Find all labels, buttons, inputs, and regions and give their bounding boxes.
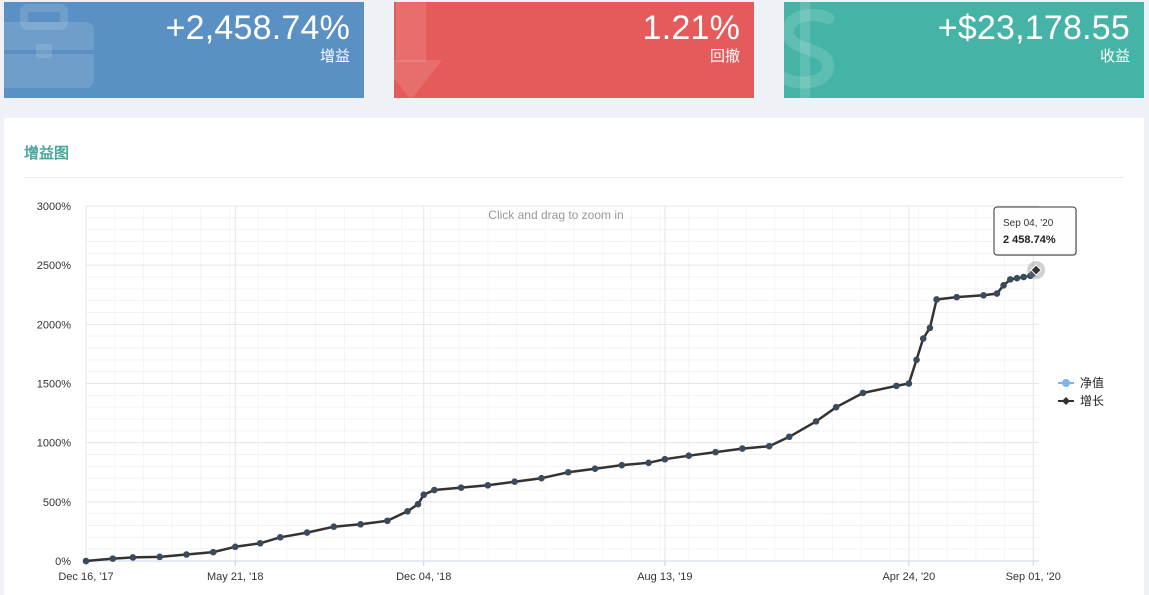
data-point[interactable] [109,555,117,562]
tooltip: Sep 04, '20 2 458.74% [993,206,1077,256]
data-point[interactable] [645,459,652,467]
profit-label: 收益 [1099,48,1130,65]
y-tick-label: 500% [43,497,71,509]
hovered-data-point[interactable] [1030,264,1042,276]
data-point[interactable] [384,517,391,525]
profit-card: +$23,178.55 收益 [784,2,1144,98]
data-point[interactable] [905,380,913,387]
data-point[interactable] [785,433,793,441]
x-tick-label: Dec 04, '18 [396,571,451,583]
data-point[interactable] [256,539,264,547]
data-point[interactable] [618,461,626,469]
data-point[interactable] [1006,276,1014,283]
growth-series-line[interactable] [85,269,1038,563]
drawdown-label: 回撤 [709,48,740,65]
data-point[interactable] [231,543,239,551]
data-point[interactable] [420,491,428,499]
data-point[interactable] [893,382,900,390]
data-point[interactable] [812,418,820,425]
data-point[interactable] [209,548,217,556]
data-point[interactable] [980,292,987,299]
data-point[interactable] [765,442,773,450]
data-point[interactable] [1013,274,1021,282]
data-point[interactable] [913,356,920,364]
gain-value: +2,458.74% [165,9,350,47]
data-point[interactable] [919,335,927,342]
gain-label: 增益 [319,48,350,65]
arrow-down-icon [394,2,442,98]
legend-marker [1062,397,1070,405]
data-point[interactable] [430,486,438,494]
data-point[interactable] [739,445,746,452]
data-point[interactable] [993,290,1001,297]
legend-item[interactable]: 净值 [1058,375,1104,390]
data-point[interactable] [685,452,693,459]
x-tick-label: May 21, '18 [207,571,264,583]
x-tick-label: Sep 01, '20 [1006,571,1061,583]
data-point[interactable] [404,508,411,515]
gain-card: +2,458.74% 增益 [4,2,364,98]
data-point[interactable] [933,296,940,303]
x-tick-label: Aug 13, '19 [637,571,692,583]
data-point[interactable] [183,551,190,558]
drawdown-card: 1.21% 回撤 [394,2,754,98]
zoom-hint: Click and drag to zoom in [488,208,623,222]
panel-divider [24,177,1124,178]
data-point[interactable] [511,478,518,486]
data-point[interactable] [661,455,669,463]
data-point[interactable] [414,500,422,508]
y-tick-label: 2500% [37,260,71,272]
data-point[interactable] [303,529,311,536]
drawdown-value: 1.21% [642,9,740,47]
panel-title: 增益图 [24,145,70,162]
profit-value: +$23,178.55 [937,9,1130,47]
data-point[interactable] [276,534,284,541]
major-grid [85,205,1039,562]
data-point[interactable] [564,468,572,476]
y-tick-label: 3000% [37,201,71,213]
x-tick-label: Dec 16, '17 [58,571,113,583]
data-point[interactable] [859,389,867,397]
legend-item[interactable]: 增长 [1058,394,1104,408]
data-point[interactable] [1020,273,1027,281]
dollar-icon [784,2,835,98]
data-point[interactable] [926,324,934,332]
tooltip-value: 2 458.74% [1003,234,1056,246]
data-point[interactable] [484,481,492,489]
data-point[interactable] [330,523,338,530]
legend-label: 净值 [1080,375,1104,390]
legend-marker [1062,379,1070,387]
briefcase-icon [4,4,94,88]
data-point[interactable] [82,557,90,565]
gain-chart[interactable]: 0% 500% 1000% 1500% 2000% 2500% 3000% Dec 16, '… [4,118,1144,595]
data-point[interactable] [156,553,163,561]
data-point[interactable] [953,293,961,301]
y-tick-label: 1000% [37,438,71,450]
data-point[interactable] [832,403,840,411]
data-point[interactable] [457,484,465,491]
data-point[interactable] [712,448,719,456]
legend-label: 增长 [1080,394,1104,408]
x-tick-label: Apr 24, '20 [882,571,935,583]
axes: 0% 500% 1000% 1500% 2000% 2500% 3000% Dec 16, '… [37,201,1061,583]
data-point[interactable] [538,474,545,482]
data-point[interactable] [357,521,364,528]
y-tick-label: 0% [55,556,71,568]
y-tick-label: 1500% [37,379,71,391]
series-layer[interactable] [82,261,1046,565]
data-point[interactable] [129,554,137,561]
y-tick-label: 2000% [37,319,71,331]
data-point[interactable] [591,465,599,473]
tooltip-box [993,206,1077,256]
data-point[interactable] [1000,281,1007,289]
tooltip-date: Sep 04, '20 [1003,218,1054,229]
gain-chart-panel: 增益图 0% 500% 1000% 1500% 2000% 2500% 3000% Dec 1… [4,118,1144,595]
